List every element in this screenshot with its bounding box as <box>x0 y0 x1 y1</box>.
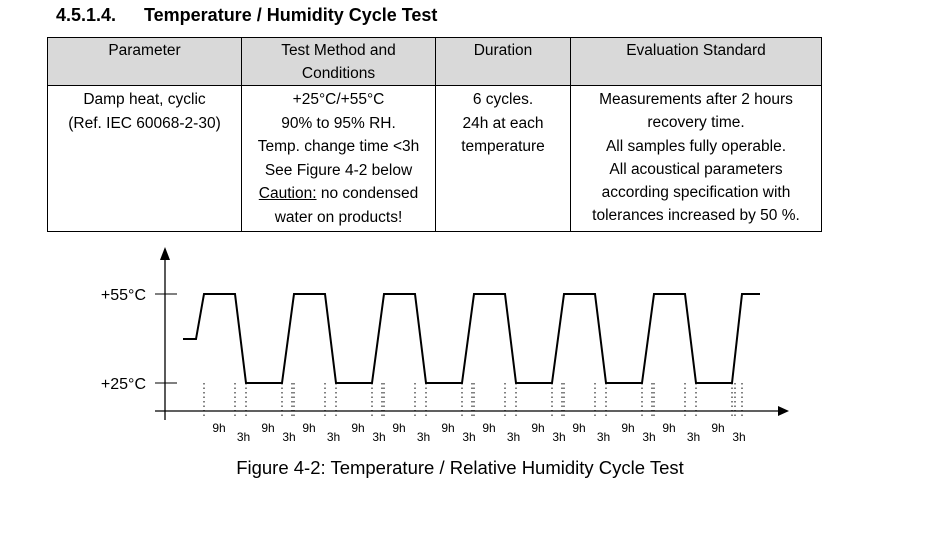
section-title: Temperature / Humidity Cycle Test <box>144 5 438 25</box>
ramp-duration-label: 3h <box>642 430 655 444</box>
ramp-duration-label: 3h <box>327 430 340 444</box>
ramp-duration-label: 3h <box>597 430 610 444</box>
ramp-duration-label: 3h <box>282 430 295 444</box>
hold-duration-label: 9h <box>302 421 315 435</box>
table-row: Damp heat, cyclic (Ref. IEC 60068-2-30) +… <box>47 85 822 232</box>
caution-label: Caution: <box>258 185 317 202</box>
ramp-duration-label: 3h <box>372 430 385 444</box>
ramp-duration-label: 3h <box>417 430 430 444</box>
header-method: Test Method and Conditions <box>241 37 436 86</box>
ramp-duration-label: 3h <box>552 430 565 444</box>
hold-duration-label: 9h <box>261 421 274 435</box>
y-label-high: +55°C <box>101 287 146 304</box>
hold-duration-label: 9h <box>531 421 544 435</box>
ramp-duration-label: 3h <box>462 430 475 444</box>
header-parameter: Parameter <box>47 37 242 86</box>
y-label-low: +25°C <box>101 376 146 393</box>
hold-duration-label: 9h <box>482 421 495 435</box>
hold-duration-label: 9h <box>662 421 675 435</box>
cell-evaluation: Measurements after 2 hours recovery time.… <box>570 85 822 232</box>
ramp-duration-label: 3h <box>732 430 745 444</box>
hold-duration-label: 9h <box>212 421 225 435</box>
hold-duration-label: 9h <box>621 421 634 435</box>
ramp-duration-label: 3h <box>237 430 250 444</box>
cell-method: +25°C/+55°C 90% to 95% RH. Temp. change ti… <box>241 85 436 232</box>
cell-parameter: Damp heat, cyclic (Ref. IEC 60068-2-30) <box>47 85 242 232</box>
table-header-row: Parameter Test Method and Conditions Dur… <box>47 37 822 86</box>
section-number: 4.5.1.4. <box>56 5 117 25</box>
ramp-duration-label: 3h <box>687 430 700 444</box>
y-axis-arrow-icon <box>160 247 170 260</box>
hold-duration-label: 9h <box>572 421 585 435</box>
cell-duration: 6 cycles. 24h at each temperature <box>435 85 571 232</box>
header-duration: Duration <box>435 37 571 86</box>
x-axis-arrow-icon <box>778 406 789 416</box>
test-table: Parameter Test Method and Conditions Dur… <box>47 37 822 232</box>
ramp-duration-label: 3h <box>507 430 520 444</box>
header-evaluation: Evaluation Standard <box>570 37 822 86</box>
section-heading: 4.5.1.4. Temperature / Humidity Cycle Tes… <box>56 5 437 26</box>
hold-duration-label: 9h <box>711 421 724 435</box>
figure-caption: Figure 4-2: Temperature / Relative Humid… <box>236 457 684 478</box>
hold-duration-label: 9h <box>392 421 405 435</box>
temperature-curve <box>183 293 760 384</box>
hold-duration-label: 9h <box>441 421 454 435</box>
hold-duration-label: 9h <box>351 421 364 435</box>
